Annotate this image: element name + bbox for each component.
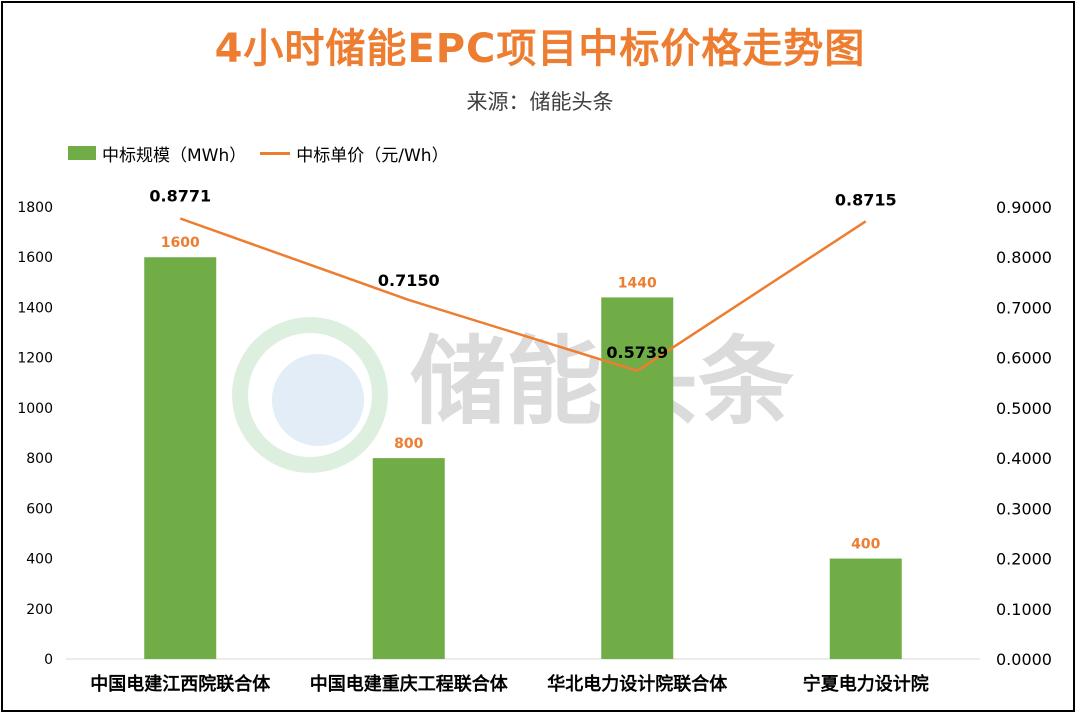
- left-axis-tick-label: 1400: [17, 300, 53, 316]
- x-axis-category-label: 宁夏电力设计院: [803, 673, 929, 695]
- legend-item-line: 中标单价（元/Wh）: [260, 141, 449, 166]
- x-axis-category-label: 中国电建重庆工程联合体: [310, 673, 509, 695]
- left-axis-tick-label: 0: [44, 652, 53, 668]
- left-axis-tick-label: 200: [26, 602, 53, 618]
- right-axis-tick-label: 0.0000: [996, 650, 1052, 669]
- line-data-label: 0.8715: [835, 190, 897, 209]
- left-axis-tick-label: 600: [26, 501, 53, 517]
- right-axis-tick-label: 0.3000: [996, 499, 1052, 518]
- line-data-label: 0.5739: [606, 343, 668, 362]
- watermark: 储能头条: [232, 317, 794, 473]
- line-layer: [179, 217, 867, 373]
- legend: 中标规模（MWh） 中标单价（元/Wh）: [68, 141, 463, 166]
- right-axis-tick-label: 0.5000: [996, 399, 1052, 418]
- bar-data-label: 400: [851, 537, 880, 553]
- left-axis-tick-label: 400: [26, 552, 53, 568]
- bar: [829, 558, 902, 659]
- left-axis-tick-label: 1000: [17, 401, 53, 417]
- bars-layer: [144, 257, 902, 659]
- x-axis-category-label: 华北电力设计院联合体: [547, 673, 728, 695]
- left-axis-tick-label: 1600: [17, 250, 53, 266]
- right-axis-tick-label: 0.2000: [996, 550, 1052, 569]
- labels-layer: 1600 800 1440 400 0.8771 0.7150 0.5739 0.8715: [149, 187, 896, 553]
- legend-swatch-line: [260, 151, 291, 155]
- bar: [144, 257, 217, 659]
- legend-label-bar: 中标规模（MWh）: [102, 145, 247, 166]
- bar: [372, 458, 445, 659]
- right-axis-tick-label: 0.7000: [996, 298, 1052, 317]
- right-axis-tick-label: 0.6000: [996, 349, 1052, 368]
- legend-swatch-bar: [68, 146, 96, 160]
- right-axis-tick-label: 0.4000: [996, 449, 1052, 468]
- price-line: [179, 217, 867, 373]
- axes-layer: 0 200 400 600 800 1000 1200 1400 1600 1800 0.0000 0…: [17, 198, 1052, 695]
- left-axis-tick-label: 1200: [17, 351, 53, 367]
- chart-subtitle: 来源：储能头条: [466, 90, 614, 114]
- line-data-label: 0.8771: [149, 187, 211, 206]
- right-axis-tick-label: 0.1000: [996, 600, 1052, 619]
- right-axis-tick-label: 0.8000: [996, 248, 1052, 267]
- bar-data-label: 1600: [161, 235, 200, 251]
- watermark-logo-inner: [272, 354, 364, 446]
- legend-item-bar: 中标规模（MWh）: [68, 141, 246, 166]
- right-axis-tick-label: 0.9000: [996, 198, 1052, 217]
- left-axis-tick-label: 1800: [17, 200, 53, 216]
- legend-label-line: 中标单价（元/Wh）: [296, 145, 449, 166]
- bar-data-label: 800: [394, 436, 423, 452]
- chart-title: 4小时储能EPC项目中标价格走势图: [214, 26, 866, 72]
- bar-data-label: 1440: [618, 275, 657, 291]
- line-data-label: 0.7150: [378, 271, 440, 290]
- left-axis-tick-label: 800: [26, 451, 53, 467]
- watermark-logo-ring: [232, 317, 388, 473]
- x-axis-category-label: 中国电建江西院联合体: [90, 673, 271, 695]
- bar: [601, 297, 674, 659]
